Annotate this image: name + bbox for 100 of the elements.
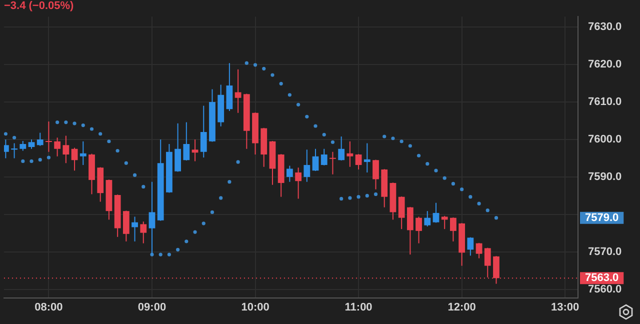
point bbox=[486, 208, 490, 212]
x-tick-label: 09:00 bbox=[138, 302, 166, 314]
candlestick bbox=[192, 139, 198, 162]
point bbox=[116, 148, 120, 153]
point bbox=[460, 188, 464, 192]
point bbox=[107, 140, 111, 144]
candlestick bbox=[312, 148, 319, 172]
point bbox=[416, 154, 421, 158]
point bbox=[442, 176, 446, 180]
x-tick-label: 13:00 bbox=[551, 302, 580, 314]
candlestick bbox=[80, 140, 86, 166]
candlestick bbox=[132, 216, 138, 242]
candlestick bbox=[286, 165, 293, 182]
candlestick bbox=[467, 236, 474, 256]
point bbox=[391, 136, 395, 140]
point bbox=[477, 202, 481, 206]
candlestick bbox=[364, 142, 370, 173]
point bbox=[46, 156, 51, 160]
point bbox=[56, 120, 60, 124]
point bbox=[98, 132, 102, 136]
point bbox=[434, 168, 438, 172]
candlestick bbox=[320, 148, 328, 166]
point bbox=[4, 132, 8, 136]
candlestick bbox=[416, 216, 422, 244]
point bbox=[124, 161, 128, 165]
point bbox=[400, 140, 404, 144]
point bbox=[468, 195, 472, 199]
point bbox=[408, 144, 412, 148]
candlestick bbox=[346, 140, 354, 168]
candlestick bbox=[174, 122, 182, 172]
y-tick-label: 7630.0 bbox=[588, 21, 622, 34]
point bbox=[236, 160, 240, 164]
candlestick bbox=[355, 154, 362, 170]
point bbox=[279, 82, 283, 86]
candlestick bbox=[226, 62, 233, 112]
point bbox=[228, 180, 232, 184]
point bbox=[244, 61, 248, 65]
candlestick bbox=[424, 210, 431, 227]
candlestick bbox=[450, 216, 456, 242]
candlestick bbox=[372, 159, 379, 190]
x-tick-label: 10:00 bbox=[241, 302, 270, 314]
point bbox=[219, 196, 223, 200]
candlestick bbox=[54, 137, 61, 157]
point bbox=[64, 120, 68, 124]
candlestick bbox=[11, 142, 18, 159]
point bbox=[12, 136, 16, 140]
point bbox=[90, 127, 94, 131]
candlestick bbox=[183, 122, 190, 161]
point bbox=[374, 192, 378, 196]
candlestick bbox=[398, 196, 405, 230]
candlestick bbox=[406, 206, 414, 256]
y-tick-label: 7610.0 bbox=[588, 96, 622, 108]
x-tick-label: 12:00 bbox=[448, 302, 476, 314]
candlestick bbox=[20, 140, 26, 152]
y-tick-label: 7600.0 bbox=[588, 134, 622, 146]
candlestick bbox=[432, 202, 440, 224]
y-tick-label: 7590.0 bbox=[588, 171, 622, 184]
point bbox=[167, 252, 172, 256]
candlestick bbox=[36, 132, 44, 146]
candlestick bbox=[304, 149, 310, 182]
point bbox=[30, 159, 34, 164]
candlestick bbox=[484, 247, 491, 278]
candlestick bbox=[476, 242, 482, 259]
candlestick bbox=[441, 215, 448, 230]
point bbox=[330, 140, 335, 144]
point bbox=[356, 195, 360, 199]
y-tick-label: 7620.0 bbox=[588, 58, 622, 71]
text: −3.4 (−0.05%) bbox=[4, 0, 74, 12]
point bbox=[72, 122, 76, 126]
point bbox=[451, 182, 456, 186]
ref-line-label: 7563.0 bbox=[585, 272, 619, 284]
point bbox=[270, 73, 274, 77]
point bbox=[176, 248, 180, 252]
point bbox=[158, 252, 162, 256]
point bbox=[296, 102, 300, 106]
x-tick-label: 11:00 bbox=[344, 302, 372, 314]
point bbox=[314, 124, 318, 128]
point bbox=[21, 159, 25, 164]
point bbox=[81, 123, 85, 128]
point bbox=[340, 196, 344, 201]
point bbox=[382, 134, 386, 138]
point bbox=[262, 66, 266, 70]
y-tick-label: 7570.0 bbox=[588, 246, 622, 258]
point bbox=[193, 230, 197, 234]
candlestick bbox=[62, 135, 70, 164]
point bbox=[38, 158, 42, 162]
x-tick-label: 08:00 bbox=[34, 302, 63, 314]
text: 7579.0 bbox=[585, 212, 619, 224]
point bbox=[348, 196, 352, 200]
candlestick bbox=[71, 147, 78, 172]
point bbox=[142, 184, 146, 189]
candlestick bbox=[140, 221, 147, 244]
point bbox=[305, 114, 309, 118]
point bbox=[184, 240, 188, 244]
candlestick bbox=[295, 167, 302, 200]
point bbox=[253, 63, 258, 67]
candlestick bbox=[28, 139, 35, 150]
candlestick bbox=[200, 105, 207, 158]
y-tick-label: 7560.0 bbox=[588, 283, 622, 296]
candlestick bbox=[330, 151, 336, 175]
